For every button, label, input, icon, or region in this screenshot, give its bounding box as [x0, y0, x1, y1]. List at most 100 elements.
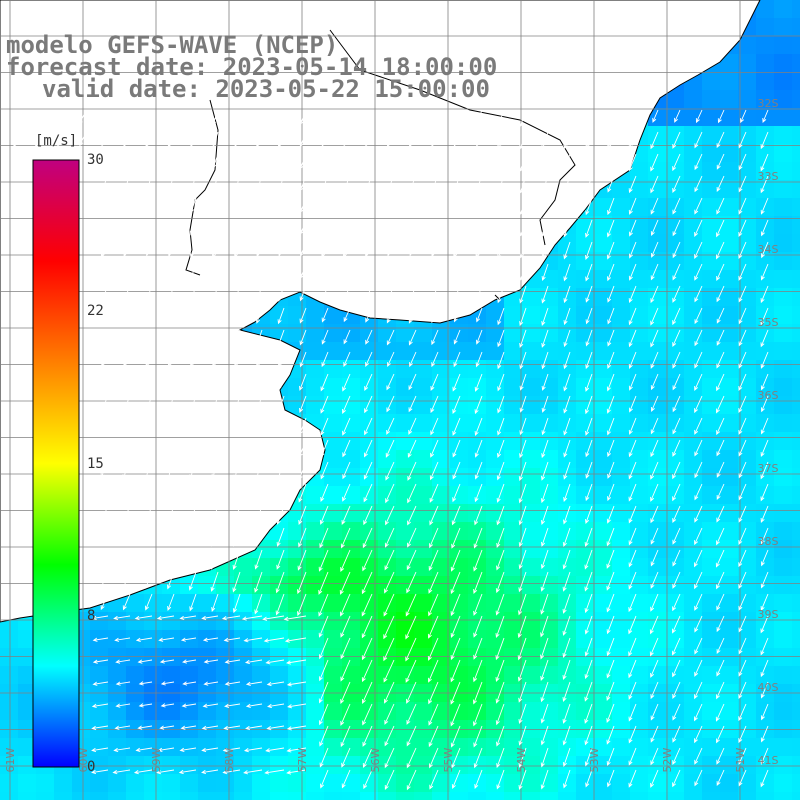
colorbar — [32, 159, 80, 768]
field-cell — [594, 648, 613, 667]
wind-arrow — [563, 329, 571, 348]
wind-arrow — [518, 549, 527, 570]
field-cell — [594, 702, 613, 721]
wind-arrow — [277, 197, 285, 214]
field-cell — [702, 702, 721, 721]
wind-arrow — [160, 703, 175, 708]
field-cell — [342, 774, 361, 793]
field-cell — [270, 522, 289, 541]
wind-arrow — [497, 241, 505, 260]
wind-arrow — [694, 329, 703, 347]
wind-arrow — [694, 263, 703, 281]
field-cell — [630, 486, 649, 505]
wind-arrow — [606, 549, 615, 569]
wind-arrow — [384, 747, 395, 769]
field-cell — [630, 234, 649, 253]
field-cell — [702, 792, 721, 804]
field-cell — [306, 648, 325, 667]
field-cell — [792, 378, 800, 397]
wind-arrow — [182, 681, 197, 686]
wind-arrow — [453, 153, 461, 169]
field-cell — [792, 324, 800, 343]
wind-arrow — [408, 153, 417, 170]
wind-arrow — [233, 439, 241, 458]
field-cell — [180, 738, 199, 757]
wind-arrow — [318, 681, 329, 704]
field-cell — [288, 306, 307, 325]
wind-arrow — [475, 351, 483, 368]
field-cell — [162, 594, 181, 613]
field-cell — [576, 576, 595, 595]
wind-arrow — [278, 109, 285, 126]
wind-arrow — [245, 703, 263, 708]
field-cell — [396, 774, 415, 793]
field-cell — [738, 468, 757, 487]
wind-arrow — [181, 703, 197, 708]
field-cell — [702, 342, 721, 361]
field-cell — [648, 270, 667, 289]
wind-arrow — [343, 263, 351, 280]
wind-arrow — [584, 659, 593, 680]
field-cell — [468, 540, 487, 559]
field-cell — [738, 72, 757, 91]
wind-arrow — [405, 615, 417, 640]
wind-arrow — [167, 197, 175, 214]
wind-arrow — [234, 131, 241, 148]
wind-arrow — [519, 351, 527, 370]
wind-arrow — [715, 241, 725, 260]
wind-arrow — [497, 329, 505, 348]
wind-arrow — [451, 527, 461, 549]
wind-arrow — [518, 703, 527, 724]
field-cell — [576, 792, 595, 804]
field-cell — [738, 90, 757, 109]
field-cell — [432, 666, 451, 685]
field-cell — [576, 450, 595, 469]
field-cell — [252, 792, 271, 804]
wind-arrow — [628, 659, 637, 679]
wind-arrow — [716, 439, 725, 457]
wind-arrow — [405, 637, 417, 662]
wind-arrow — [760, 241, 769, 259]
wind-arrow — [167, 527, 175, 546]
field-cell — [612, 756, 631, 775]
wind-arrow — [497, 417, 505, 436]
field-cell — [738, 144, 757, 163]
field-cell — [792, 612, 800, 631]
wind-arrow — [650, 153, 659, 172]
wind-arrow — [320, 373, 329, 392]
wind-arrow — [156, 769, 175, 775]
wind-arrow — [222, 769, 241, 775]
wind-arrow — [277, 417, 285, 436]
field-cell — [324, 540, 343, 559]
wind-arrow — [518, 505, 527, 526]
wind-arrow — [475, 241, 483, 258]
wind-arrow — [650, 373, 659, 391]
wind-arrow — [716, 351, 725, 369]
wind-arrow — [365, 241, 373, 258]
wind-arrow — [541, 285, 549, 304]
field-cell — [612, 774, 631, 793]
field-cell — [576, 342, 595, 361]
field-cell — [648, 468, 667, 487]
wind-arrow — [694, 461, 703, 479]
wind-arrow — [113, 615, 131, 621]
field-cell — [630, 432, 649, 451]
wind-arrow — [123, 329, 131, 346]
wind-arrow — [584, 395, 593, 415]
field-cell — [288, 324, 307, 343]
wind-arrow — [276, 439, 285, 458]
wind-arrow — [122, 549, 131, 567]
wind-arrow — [299, 351, 307, 368]
field-cell — [720, 90, 739, 109]
field-cell — [540, 306, 559, 325]
wind-arrow — [584, 637, 593, 657]
wind-arrow — [738, 593, 747, 611]
field-cell — [558, 360, 577, 379]
field-cell — [720, 234, 739, 253]
wind-arrow — [650, 593, 659, 612]
field-cell — [720, 72, 739, 91]
wind-arrow — [408, 131, 417, 148]
field-cell — [594, 324, 613, 343]
field-cell — [252, 756, 271, 775]
